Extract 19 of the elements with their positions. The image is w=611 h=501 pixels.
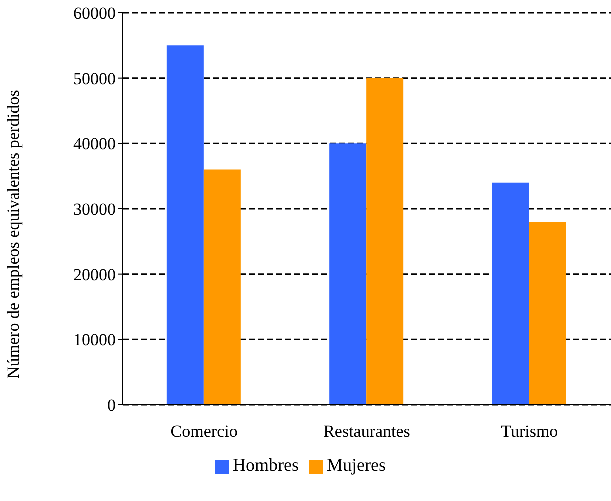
x-tick-label: Comercio bbox=[170, 422, 238, 442]
x-tick-label: Restaurantes bbox=[324, 422, 410, 442]
bar bbox=[492, 182, 530, 405]
y-tick-label: 40000 bbox=[74, 134, 116, 154]
bar bbox=[330, 144, 367, 405]
y-tick-label: 50000 bbox=[74, 69, 116, 88]
y-tick-label: 10000 bbox=[74, 330, 116, 350]
bar bbox=[204, 170, 241, 405]
bar bbox=[529, 222, 566, 405]
y-tick-label: 20000 bbox=[74, 265, 116, 284]
legend-label: Mujeres bbox=[327, 455, 386, 475]
legend-label: Hombres bbox=[233, 455, 299, 475]
bar bbox=[366, 78, 404, 405]
x-tick-label: Turismo bbox=[501, 422, 558, 442]
y-tick-label: 60000 bbox=[74, 4, 116, 24]
y-tick-label: 30000 bbox=[74, 200, 116, 220]
bar bbox=[166, 46, 204, 405]
y-tick-label: 0 bbox=[108, 396, 116, 416]
y-axis-title: Número de empleos equivalentes perdidos bbox=[4, 90, 24, 379]
